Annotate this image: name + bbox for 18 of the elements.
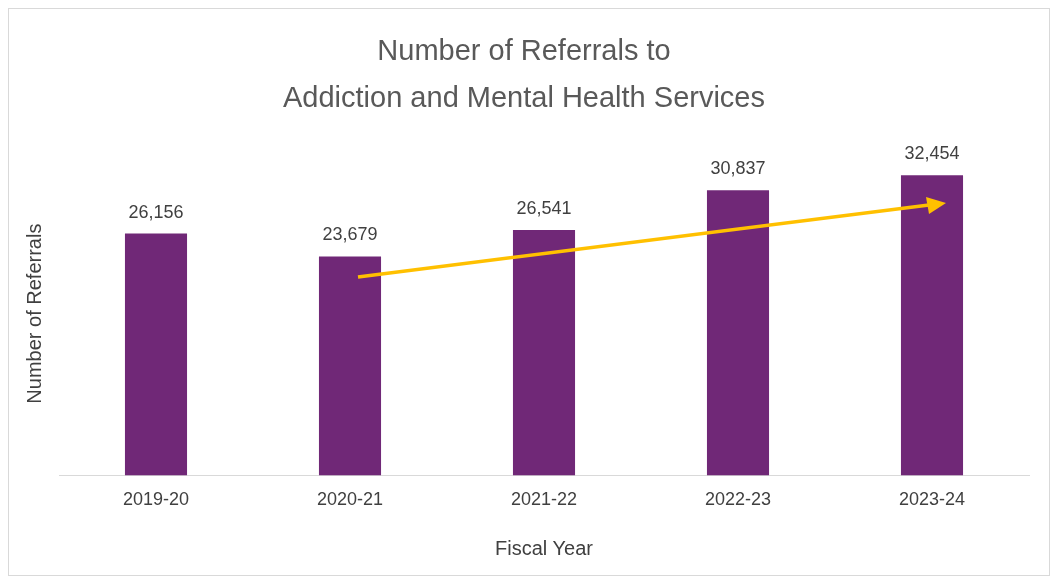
x-tick-label: 2019-20 [122, 489, 190, 510]
bar [318, 256, 382, 476]
x-tick-label: 2023-24 [898, 489, 966, 510]
bar [124, 233, 188, 476]
bar [900, 175, 964, 476]
x-tick-label: 2021-22 [510, 489, 578, 510]
data-label: 32,454 [904, 143, 960, 164]
x-tick-label: 2020-21 [316, 489, 384, 510]
y-axis-title: Number of Referrals [22, 223, 45, 404]
data-label: 30,837 [710, 158, 766, 179]
bar [512, 230, 576, 476]
bar [706, 190, 770, 476]
x-axis-title: Fiscal Year [495, 536, 594, 559]
data-label: 26,156 [128, 201, 184, 222]
data-label: 26,541 [516, 197, 572, 218]
chart-title: Number of Referrals to Addiction and Mental Health Services [283, 34, 765, 113]
data-label: 23,679 [322, 224, 378, 245]
x-tick-label: 2022-23 [704, 489, 772, 510]
